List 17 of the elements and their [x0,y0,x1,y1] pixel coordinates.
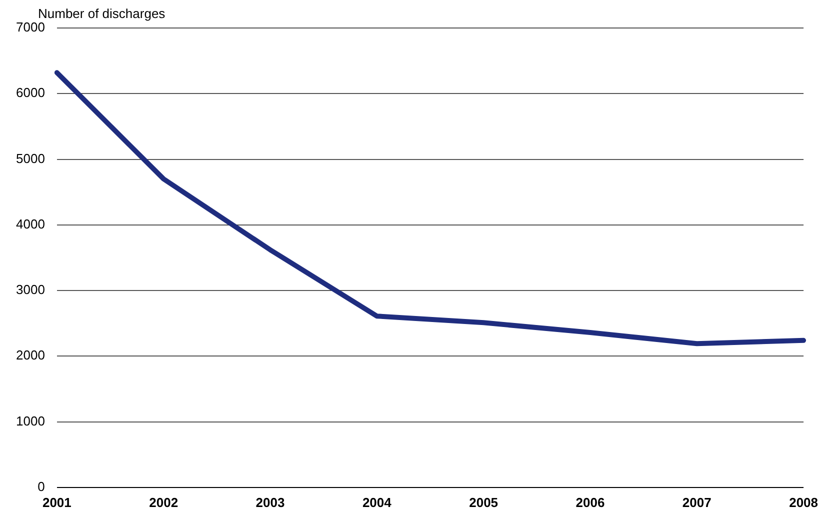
y-tick-label: 6000 [16,85,45,100]
x-tick-label: 2002 [149,494,178,510]
y-tick-label: 4000 [16,216,45,232]
y-tick-label: 3000 [16,282,45,298]
x-tick-label: 2007 [682,494,712,510]
x-tick-label: 2004 [362,494,392,510]
y-axis-title: Number of discharges [38,6,166,21]
y-tick-label: 0 [38,478,45,494]
x-tick-label: 2001 [42,494,72,510]
y-tick-label: 1000 [16,413,45,428]
y-tick-label: 7000 [16,20,45,35]
x-tick-label: 2003 [256,494,285,510]
x-tick-label: 2008 [789,494,818,510]
x-tick-label: 2005 [469,494,498,510]
x-tick-label: 2006 [576,494,605,510]
y-tick-label: 5000 [16,150,45,166]
y-tick-label: 2000 [16,348,45,363]
